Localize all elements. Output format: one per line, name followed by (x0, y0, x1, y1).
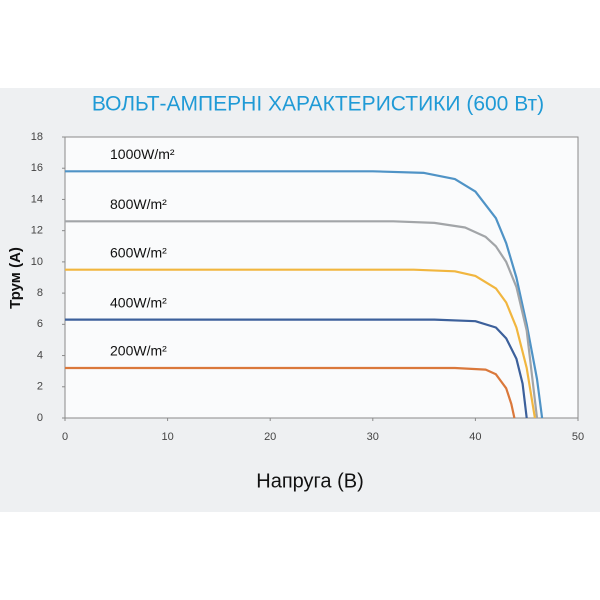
x-tick-label: 50 (572, 431, 584, 443)
legend-label: 1000W/m² (110, 146, 175, 162)
x-tick-label: 0 (62, 431, 68, 443)
y-tick-label: 8 (37, 287, 43, 299)
legend-label: 400W/m² (110, 294, 167, 310)
x-axis-label: Напруга (В) (256, 470, 364, 492)
curve (65, 318, 528, 419)
y-tick-label: 10 (31, 256, 43, 268)
y-tick-label: 16 (31, 162, 43, 174)
x-tick-label: 40 (469, 431, 481, 443)
chart-title: ВОЛЬТ-АМПЕРНІ ХАРАКТЕРИСТИКИ (600 Вт) (92, 93, 544, 116)
y-tick-label: 4 (37, 349, 43, 361)
y-tick-label: 12 (31, 225, 43, 237)
y-tick-label: 18 (31, 131, 43, 143)
plot-area (64, 136, 579, 419)
curve (65, 170, 544, 419)
x-tick-label: 10 (161, 431, 173, 443)
y-tick-label: 6 (37, 318, 43, 330)
y-tick-label: 2 (37, 381, 43, 393)
y-axis-label: Трум (А) (7, 247, 24, 309)
curve (65, 366, 516, 419)
y-tick-label: 0 (37, 412, 43, 424)
x-tick-label: 20 (264, 431, 276, 443)
curve (65, 268, 536, 419)
curve (65, 220, 539, 419)
x-tick-label: 30 (367, 431, 379, 443)
legend-label: 200W/m² (110, 343, 167, 359)
legend-label: 600W/m² (110, 244, 167, 260)
legend-label: 800W/m² (110, 196, 167, 212)
y-tick-label: 14 (31, 193, 43, 205)
